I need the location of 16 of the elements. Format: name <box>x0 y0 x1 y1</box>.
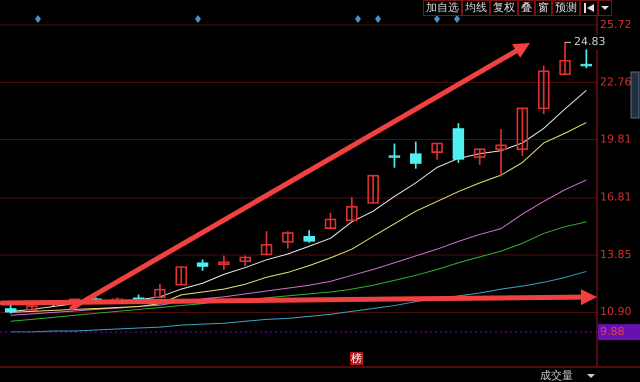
y-tick-label: 19.81 <box>600 132 632 146</box>
annotation: 预测 <box>552 0 580 16</box>
annotation: 加自选 <box>423 0 462 16</box>
annotation: 叠 <box>518 0 535 16</box>
y-tick-label: 22.76 <box>600 75 632 88</box>
y-tick-label: 16.81 <box>600 190 632 204</box>
ref-line-label: 9.88 <box>600 324 624 338</box>
text: 成交量 <box>540 369 573 382</box>
annotation: 窗 <box>535 0 552 16</box>
annotation: 榜 <box>350 352 363 365</box>
y-tick-label: 25.72 <box>600 18 632 31</box>
annotation: 均线 <box>462 0 490 16</box>
annotation: 24.83 <box>574 35 606 48</box>
y-tick-label: 13.85 <box>600 248 632 262</box>
y-tick-label: 10.90 <box>600 305 632 318</box>
annotation: 复权 <box>490 0 518 16</box>
